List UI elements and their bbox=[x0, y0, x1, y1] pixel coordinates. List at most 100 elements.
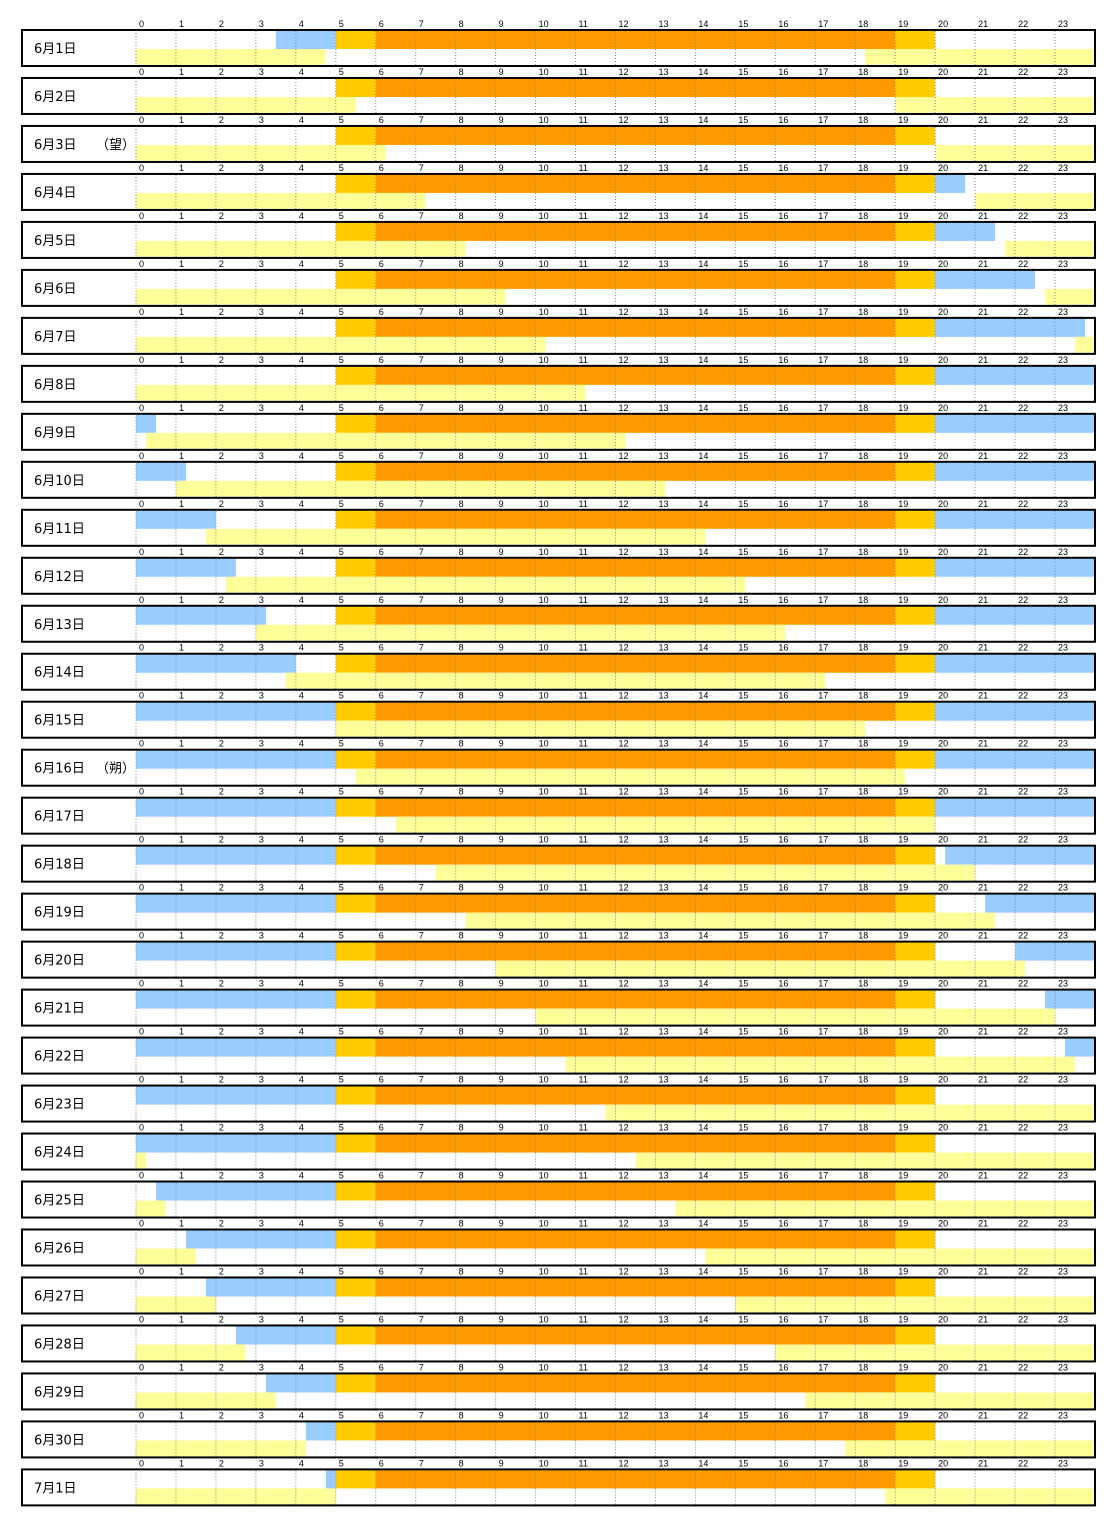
hour-tick-label: 22 bbox=[1018, 835, 1028, 845]
hour-tick-label: 18 bbox=[858, 643, 868, 653]
hour-tick-label: 1 bbox=[179, 643, 184, 653]
day-label: 6月12日 bbox=[34, 570, 85, 585]
dawn-twilight-bar bbox=[335, 750, 376, 769]
hour-tick-label: 7 bbox=[419, 1458, 424, 1468]
hour-tick-label: 8 bbox=[459, 259, 464, 269]
hour-tick-label: 10 bbox=[539, 1075, 549, 1085]
hour-tick-label: 21 bbox=[978, 835, 988, 845]
hour-tick-label: 0 bbox=[139, 211, 144, 221]
dawn-twilight-bar bbox=[335, 1182, 376, 1201]
day-label: 6月9日 bbox=[34, 426, 77, 441]
hour-tick-label: 4 bbox=[299, 1075, 304, 1085]
hour-tick-label: 2 bbox=[219, 1410, 224, 1420]
hour-tick-label: 13 bbox=[658, 883, 668, 893]
day-row-border bbox=[21, 1036, 1096, 1075]
hour-tick-label: 10 bbox=[539, 499, 549, 509]
moon-band-bar bbox=[885, 1488, 1095, 1506]
hour-tick-label: 5 bbox=[339, 1362, 344, 1372]
hour-tick-label: 8 bbox=[459, 1219, 464, 1229]
hour-tick-label: 1 bbox=[179, 595, 184, 605]
hour-tick-label: 20 bbox=[938, 115, 948, 125]
hour-tick-label: 5 bbox=[339, 307, 344, 317]
hour-tick-label: 6 bbox=[379, 499, 384, 509]
night-bar bbox=[136, 846, 336, 865]
hour-tick-label: 23 bbox=[1058, 451, 1068, 461]
hour-tick-label: 15 bbox=[738, 1075, 748, 1085]
moon-band-bar bbox=[145, 432, 626, 450]
hour-tick-label: 3 bbox=[259, 547, 264, 557]
hour-tick-label: 6 bbox=[379, 259, 384, 269]
hour-tick-label: 14 bbox=[698, 403, 708, 413]
hour-tick-label: 18 bbox=[858, 547, 868, 557]
day-row-border bbox=[21, 508, 1096, 547]
hour-tick-label: 3 bbox=[259, 691, 264, 701]
hour-tick-label: 16 bbox=[778, 787, 788, 797]
hour-tick-label: 9 bbox=[499, 163, 504, 173]
hour-tick-label: 15 bbox=[738, 931, 748, 941]
hour-tick-label: 8 bbox=[459, 355, 464, 365]
hour-tick-label: 22 bbox=[1018, 355, 1028, 365]
night-bar bbox=[136, 1086, 336, 1105]
hour-tick-label: 22 bbox=[1018, 67, 1028, 77]
hour-tick-label: 4 bbox=[299, 835, 304, 845]
hour-tick-label: 13 bbox=[658, 1266, 668, 1276]
hour-tick-label: 14 bbox=[698, 1123, 708, 1133]
hour-tick-label: 19 bbox=[898, 835, 908, 845]
hour-tick-label: 14 bbox=[698, 307, 708, 317]
hour-tick-label: 7 bbox=[419, 691, 424, 701]
hour-tick-label: 11 bbox=[579, 739, 588, 749]
hour-tick-label: 0 bbox=[139, 307, 144, 317]
hour-tick-label: 23 bbox=[1058, 1171, 1068, 1181]
hour-tick-label: 12 bbox=[619, 787, 629, 797]
hour-tick-label: 2 bbox=[219, 1219, 224, 1229]
dawn-twilight-bar bbox=[335, 31, 376, 49]
hour-tick-label: 4 bbox=[299, 547, 304, 557]
hour-tick-label: 11 bbox=[579, 931, 588, 941]
hour-tick-label: 9 bbox=[499, 883, 504, 893]
dawn-twilight-bar bbox=[335, 894, 376, 913]
moon-band-bar bbox=[335, 720, 866, 738]
hour-tick-label: 14 bbox=[698, 499, 708, 509]
moon-band-bar bbox=[136, 1488, 336, 1506]
hour-tick-label: 4 bbox=[299, 67, 304, 77]
hour-tick-label: 1 bbox=[179, 691, 184, 701]
hour-tick-label: 1 bbox=[179, 931, 184, 941]
hour-tick-label: 11 bbox=[579, 595, 588, 605]
hour-tick-label: 16 bbox=[778, 67, 788, 77]
hour-tick-label: 15 bbox=[738, 739, 748, 749]
hour-tick-label: 1 bbox=[179, 1075, 184, 1085]
hour-tick-label: 18 bbox=[858, 739, 868, 749]
moon-band-bar bbox=[136, 1440, 306, 1458]
hour-tick-label: 9 bbox=[499, 115, 504, 125]
hour-tick-label: 22 bbox=[1018, 883, 1028, 893]
hour-tick-label: 9 bbox=[499, 835, 504, 845]
hour-tick-label: 19 bbox=[898, 1171, 908, 1181]
hour-tick-label: 16 bbox=[778, 403, 788, 413]
day-label: 6月10日 bbox=[34, 474, 85, 489]
day-label: 6月21日 bbox=[34, 1002, 85, 1017]
hour-tick-label: 4 bbox=[299, 1266, 304, 1276]
hour-tick-label: 3 bbox=[259, 931, 264, 941]
hour-tick-label: 22 bbox=[1018, 1219, 1028, 1229]
hour-tick-label: 10 bbox=[539, 979, 549, 989]
daylight-bar bbox=[375, 270, 896, 289]
night-bar bbox=[136, 990, 336, 1009]
hour-tick-label: 8 bbox=[459, 1458, 464, 1468]
hour-tick-label: 3 bbox=[259, 1171, 264, 1181]
dusk-twilight-bar bbox=[895, 942, 936, 961]
hour-tick-label: 21 bbox=[978, 1027, 988, 1037]
hour-tick-label: 2 bbox=[219, 595, 224, 605]
hour-tick-label: 10 bbox=[539, 1314, 549, 1324]
hour-tick-label: 8 bbox=[459, 1266, 464, 1276]
hour-tick-label: 15 bbox=[738, 211, 748, 221]
hour-tick-label: 7 bbox=[419, 355, 424, 365]
hour-tick-label: 10 bbox=[539, 67, 549, 77]
hour-tick-label: 6 bbox=[379, 1458, 384, 1468]
hour-tick-label: 5 bbox=[339, 19, 344, 29]
day-row-border bbox=[21, 316, 1096, 355]
dawn-twilight-bar bbox=[335, 1278, 376, 1297]
hour-tick-label: 23 bbox=[1058, 115, 1068, 125]
dawn-twilight-bar bbox=[335, 462, 376, 481]
hour-tick-label: 2 bbox=[219, 979, 224, 989]
